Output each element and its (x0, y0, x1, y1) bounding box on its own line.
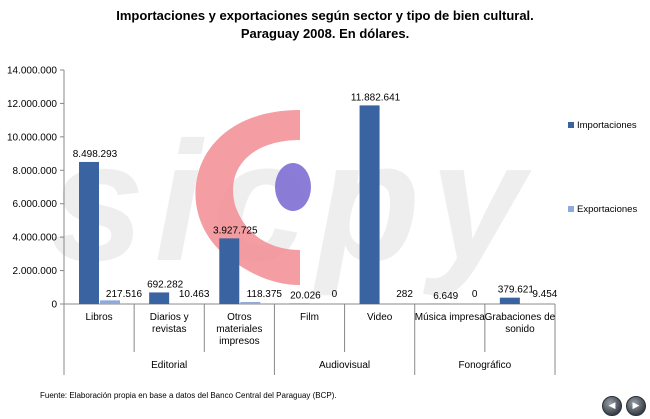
previous-icon: ◀ (608, 401, 616, 411)
legend-label: Exportaciones (577, 204, 637, 215)
x-tick-label: Film (300, 312, 319, 323)
x-tick-label: Diarios y (150, 312, 189, 323)
x-tick-label: Música impresa (415, 312, 485, 323)
data-label: 11.882.641 (351, 92, 401, 103)
data-label: 3.927.725 (213, 225, 258, 236)
group-label: Audiovisual (319, 360, 370, 371)
y-tick-label: 12.000.000 (7, 99, 57, 110)
x-tick-label: materiales (216, 324, 262, 335)
chart-title-line-1: Importaciones y exportaciones según sect… (116, 8, 534, 23)
x-tick-label: Libros (85, 312, 112, 323)
data-label: 6.649 (433, 291, 458, 302)
data-label: 379.621 (498, 285, 535, 296)
data-label: 20.026 (290, 291, 321, 302)
legend-swatch (568, 122, 574, 128)
bar-importaciones (149, 292, 170, 304)
next-slide-button[interactable]: ▶ (626, 396, 646, 416)
data-label: 9.454 (532, 289, 557, 300)
bar-importaciones (499, 297, 520, 304)
bar-exportaciones (100, 300, 120, 304)
y-tick-label: 2.000.000 (13, 266, 58, 277)
group-label: Editorial (151, 360, 187, 371)
x-tick-label: Otros (227, 312, 251, 323)
bar-importaciones (359, 105, 380, 305)
bar-importaciones (219, 238, 240, 304)
y-tick-label: 10.000.000 (7, 132, 57, 143)
data-label: 282 (396, 289, 413, 300)
sicpy-watermark-logo: sicpy (50, 107, 525, 297)
data-label: 8.498.293 (73, 149, 118, 160)
x-tick-label: impresos (219, 336, 260, 347)
group-label: Fonográfico (458, 360, 511, 371)
data-label: 10.463 (179, 289, 210, 300)
legend-swatch (568, 206, 574, 212)
chart-title-line-2: Paraguay 2008. En dólares. (240, 26, 410, 41)
bar-exportaciones (240, 302, 261, 304)
data-label: 118.375 (247, 289, 283, 300)
watermark-blue-dot (275, 163, 311, 211)
x-tick-label: Grabaciones de (485, 312, 556, 323)
y-tick-label: 0 (51, 300, 57, 311)
data-label: 217.516 (106, 289, 143, 300)
x-tick-label: revistas (152, 324, 186, 335)
x-tick-label: Video (367, 312, 393, 323)
data-label: 692.282 (147, 279, 184, 290)
data-label: 0 (332, 289, 338, 300)
data-label: 0 (472, 289, 478, 300)
legend-label: Importaciones (577, 120, 637, 131)
y-tick-label: 14.000.000 (7, 66, 57, 77)
y-tick-label: 6.000.000 (13, 199, 58, 210)
next-icon: ▶ (632, 401, 640, 411)
y-tick-label: 8.000.000 (13, 166, 58, 177)
y-tick-label: 4.000.000 (13, 233, 58, 244)
bar-importaciones (79, 161, 99, 304)
previous-slide-button[interactable]: ◀ (602, 396, 622, 416)
x-tick-label: sonido (505, 324, 535, 335)
source-note: Fuente: Elaboración propia en base a dat… (40, 391, 337, 400)
